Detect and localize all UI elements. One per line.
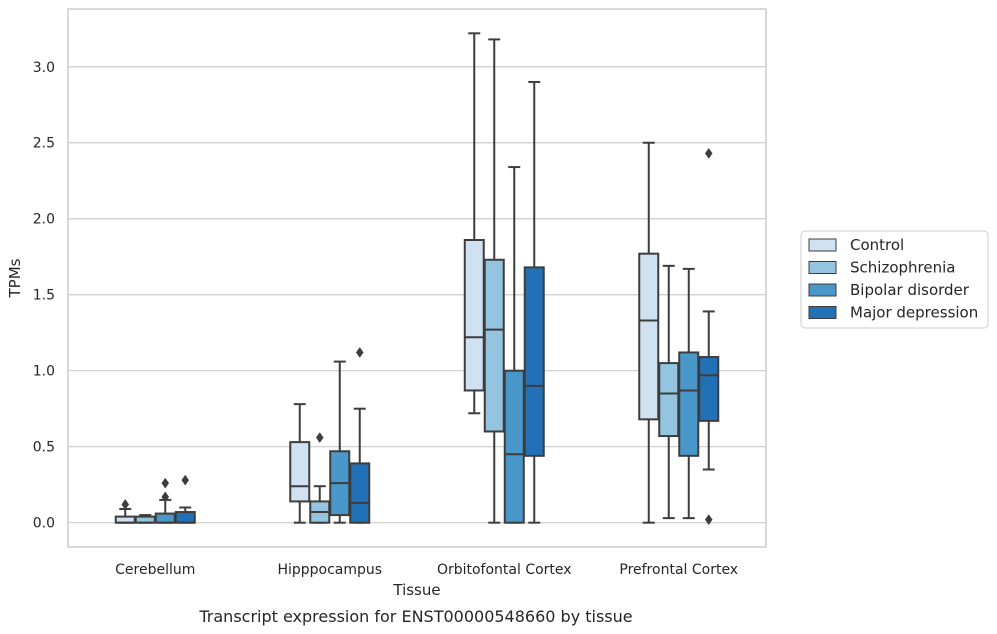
x-axis-title: Tissue bbox=[392, 581, 440, 599]
gridlines bbox=[68, 66, 766, 524]
y-tick-label: 0.5 bbox=[33, 440, 55, 456]
box-orbitofontal-cortex-schizophrenia bbox=[483, 38, 505, 524]
box-iqr bbox=[349, 462, 371, 524]
box-hipppocampus-bipolar-disorder bbox=[329, 360, 351, 524]
box-iqr bbox=[523, 266, 545, 457]
outlier-point bbox=[704, 514, 713, 526]
chart-caption: Transcript expression for ENST0000054866… bbox=[198, 607, 632, 626]
box-cerebellum-schizophrenia bbox=[134, 514, 156, 524]
outlier-point bbox=[121, 499, 130, 510]
boxplots bbox=[114, 32, 720, 526]
outlier-point bbox=[704, 147, 713, 159]
box-hipppocampus-schizophrenia bbox=[309, 432, 331, 524]
box-cerebellum-bipolar-disorder bbox=[154, 477, 176, 524]
box-iqr bbox=[154, 512, 176, 524]
y-tick-label: 0.0 bbox=[33, 516, 55, 532]
y-tick-label: 2.0 bbox=[33, 212, 55, 228]
box-prefrontal-cortex-bipolar-disorder bbox=[678, 267, 700, 520]
legend-label: Schizophrenia bbox=[850, 259, 955, 277]
outlier-point bbox=[181, 474, 190, 486]
legend-swatch bbox=[808, 306, 837, 319]
y-tick-label: 1.5 bbox=[33, 288, 55, 304]
legend-label: Major depression bbox=[850, 304, 978, 322]
box-prefrontal-cortex-control bbox=[638, 141, 660, 524]
box-orbitofontal-cortex-bipolar-disorder bbox=[503, 166, 525, 524]
y-tick-labels: 0.0 0.5 1.0 1.5 2.0 2.5 3.0 bbox=[33, 60, 55, 532]
x-tick-labels: Cerebellum Hipppocampus Orbitofontal Corte… bbox=[115, 562, 738, 578]
box-orbitofontal-cortex-major-depression bbox=[523, 80, 545, 524]
x-tick-label: Prefrontal Cortex bbox=[619, 562, 738, 578]
box-orbitofontal-cortex-control bbox=[463, 32, 485, 415]
legend-swatch bbox=[808, 283, 837, 297]
box-prefrontal-cortex-major-depression bbox=[698, 147, 720, 526]
box-iqr bbox=[638, 252, 660, 421]
box-iqr bbox=[483, 258, 505, 433]
legend-swatch bbox=[808, 238, 837, 252]
box-prefrontal-cortex-schizophrenia bbox=[658, 264, 680, 520]
y-tick-label: 2.5 bbox=[33, 136, 55, 152]
x-tick-label: Cerebellum bbox=[115, 562, 195, 578]
box-iqr bbox=[174, 511, 196, 524]
y-tick-label: 1.0 bbox=[33, 364, 55, 380]
box-iqr bbox=[698, 356, 720, 422]
legend-label: Control bbox=[850, 236, 904, 254]
legend-swatch bbox=[808, 261, 837, 274]
x-tick-label: Hipppocampus bbox=[277, 562, 382, 578]
box-iqr bbox=[503, 369, 525, 524]
plot-area-frame bbox=[67, 8, 767, 548]
box-iqr bbox=[678, 351, 700, 457]
box-cerebellum-control bbox=[114, 499, 136, 524]
outlier-point bbox=[355, 347, 364, 358]
box-iqr bbox=[289, 441, 311, 503]
y-axis-title: TPMs bbox=[6, 258, 24, 298]
box-cerebellum-major-depression bbox=[174, 474, 196, 524]
outlier-point bbox=[161, 477, 170, 489]
legend-frame bbox=[800, 230, 989, 329]
box-iqr bbox=[463, 239, 485, 392]
x-tick-label: Orbitofontal Cortex bbox=[437, 562, 572, 578]
box-hipppocampus-major-depression bbox=[349, 347, 371, 524]
box-iqr bbox=[658, 362, 680, 438]
y-tick-label: 3.0 bbox=[33, 60, 55, 76]
legend-label: Bipolar disorder bbox=[850, 281, 970, 299]
outlier-point bbox=[161, 491, 170, 503]
outlier-point bbox=[315, 432, 324, 444]
legend: Control Schizophrenia Bipolar disorder Majo… bbox=[800, 230, 989, 329]
box-hipppocampus-control bbox=[289, 403, 311, 524]
